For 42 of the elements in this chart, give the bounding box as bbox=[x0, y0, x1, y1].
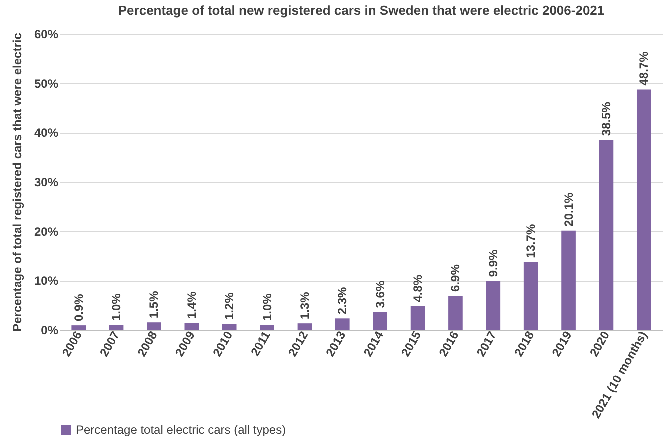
bar bbox=[260, 325, 274, 330]
bar bbox=[562, 230, 576, 330]
bar bbox=[373, 312, 388, 330]
y-tick-label: 20% bbox=[34, 224, 59, 239]
y-tick-label: 50% bbox=[34, 76, 59, 91]
bar bbox=[524, 262, 538, 330]
bar bbox=[599, 140, 614, 330]
y-tick-label: 0% bbox=[41, 324, 59, 338]
data-label: 2.3% bbox=[336, 286, 350, 315]
bar bbox=[335, 318, 350, 330]
data-label: 48.7% bbox=[637, 51, 652, 86]
bar bbox=[184, 323, 200, 330]
y-tick-label: 10% bbox=[34, 274, 59, 288]
data-label: 6.9% bbox=[448, 264, 463, 292]
y-tick-label: 30% bbox=[34, 176, 59, 190]
data-label: 4.8% bbox=[411, 274, 426, 302]
y-axis-title: Percentage of total registered cars that were electric bbox=[10, 32, 24, 332]
y-tick-label: 40% bbox=[34, 126, 59, 140]
bar bbox=[636, 90, 652, 330]
data-label: 0.9% bbox=[72, 294, 86, 322]
data-label: 1.3% bbox=[298, 292, 312, 320]
data-label: 1.4% bbox=[184, 291, 199, 320]
data-label: 1.0% bbox=[110, 293, 124, 322]
y-tick-label: 60% bbox=[34, 28, 59, 42]
bar bbox=[109, 325, 124, 330]
bar bbox=[72, 326, 86, 330]
bar bbox=[147, 322, 162, 330]
bar bbox=[448, 296, 463, 330]
data-label: 9.9% bbox=[486, 249, 500, 278]
data-label: 1.2% bbox=[222, 292, 237, 320]
bar bbox=[222, 324, 237, 330]
data-label: 13.7% bbox=[524, 224, 538, 258]
bar bbox=[486, 281, 501, 330]
data-label: 3.6% bbox=[373, 280, 388, 308]
bar bbox=[298, 324, 312, 330]
chart-title: Percentage of total new registered cars in Sweden that were electric 2006-2021 bbox=[118, 3, 605, 18]
bar bbox=[410, 306, 426, 330]
legend-label: Percentage total electric cars (all types) bbox=[76, 423, 286, 437]
data-label: 38.5% bbox=[599, 102, 614, 136]
data-label: 1.5% bbox=[147, 290, 162, 319]
data-label: 1.0% bbox=[260, 293, 274, 322]
data-label: 20.1% bbox=[562, 192, 576, 227]
